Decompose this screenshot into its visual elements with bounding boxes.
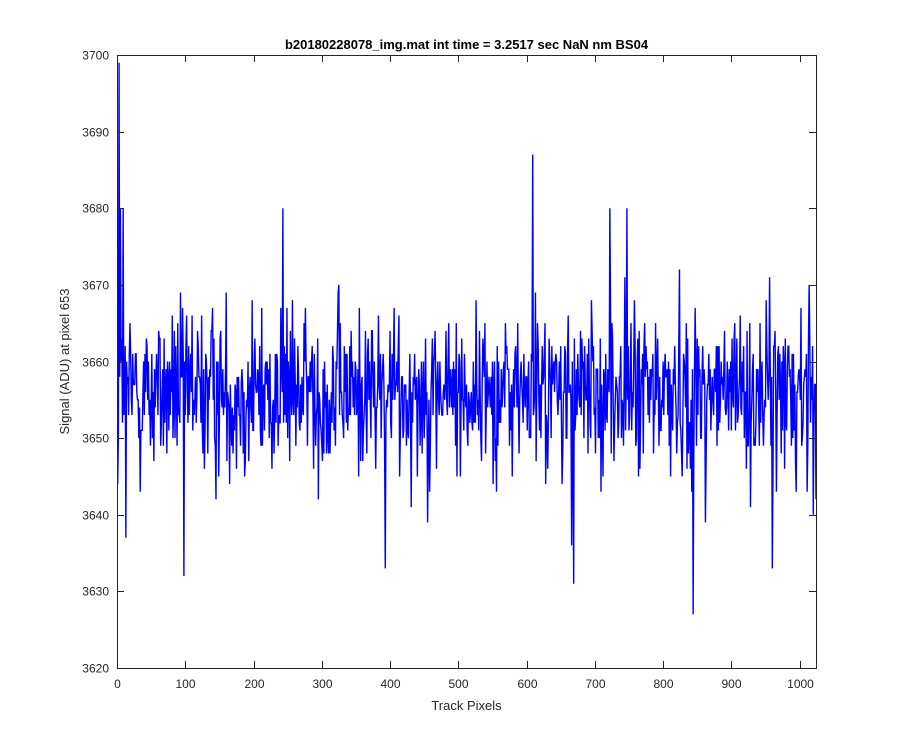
series-layer [116, 62, 817, 615]
series-line [116, 62, 817, 615]
y-tick-label: 3680 [82, 202, 109, 216]
x-tick-label: 500 [448, 677, 468, 691]
x-axis-label: Track Pixels [431, 698, 502, 713]
x-tick-label: 100 [175, 677, 195, 691]
x-tick-label: 300 [312, 677, 332, 691]
chart-title: b20180228078_img.mat int time = 3.2517 s… [285, 37, 649, 52]
y-tick-label: 3630 [82, 585, 109, 599]
x-tick-label: 800 [653, 677, 673, 691]
y-tick-label: 3650 [82, 432, 109, 446]
y-tick-label: 3690 [82, 126, 109, 140]
y-tick-label: 3620 [82, 662, 109, 676]
ticks-layer: 0 100 200 300 400 500 600 700 800 900 1000 3620 3630… [82, 49, 816, 691]
x-tick-label: 1000 [787, 677, 814, 691]
x-tick-label: 700 [585, 677, 605, 691]
x-tick-label: 600 [517, 677, 537, 691]
x-tick-label: 400 [380, 677, 400, 691]
y-tick-label: 3660 [82, 356, 109, 370]
x-tick-label: 0 [114, 677, 121, 691]
y-axis-label: Signal (ADU) at pixel 653 [57, 289, 72, 435]
x-tick-label: 900 [721, 677, 741, 691]
y-tick-label: 3640 [82, 509, 109, 523]
y-tick-label: 3700 [82, 49, 109, 63]
y-tick-label: 3670 [82, 279, 109, 293]
axes-background [117, 55, 816, 668]
x-tick-label: 200 [244, 677, 264, 691]
